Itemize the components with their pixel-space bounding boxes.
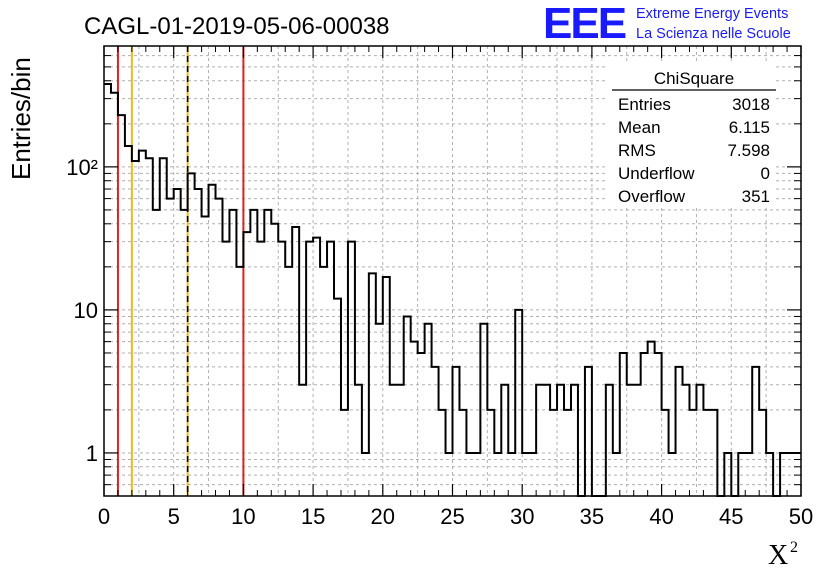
stats-value: 351: [742, 187, 770, 206]
histogram-bin: [676, 367, 683, 496]
histogram-bin: [571, 385, 578, 496]
histogram-bin: [543, 385, 550, 496]
x-tick-label: 45: [719, 504, 743, 529]
histogram-bin: [404, 316, 411, 496]
histogram-bin: [111, 93, 118, 496]
histogram-bin: [188, 173, 195, 496]
vertical-lines: [116, 46, 245, 496]
x-tick-label: 5: [168, 504, 180, 529]
x-tick-label: 20: [371, 504, 395, 529]
stats-box: ChiSquare Entries 3018 Mean 6.115 RMS 7.598 Un…: [606, 62, 776, 208]
histogram-bin: [271, 224, 278, 496]
histogram-bin: [348, 242, 355, 496]
histogram-bin: [299, 385, 306, 496]
eee-logo: EEE Extreme Energy Events La Scienza nel…: [543, 0, 791, 48]
logo-letters: EEE: [543, 0, 626, 48]
histogram-bin: [418, 353, 425, 496]
histogram-bin: [160, 158, 167, 496]
histogram-bin: [285, 267, 292, 496]
histogram-bin: [501, 385, 508, 496]
histogram-bin: [327, 242, 334, 496]
x-tick-label: 25: [440, 504, 464, 529]
histogram-bin: [174, 189, 181, 496]
histogram-bars: [104, 82, 801, 497]
histogram-bin: [306, 242, 313, 496]
histogram-bin: [648, 342, 655, 496]
x-tick-label: 15: [301, 504, 325, 529]
y-axis-label: Entries/bin: [6, 57, 36, 180]
x-tick-label: 10: [231, 504, 255, 529]
histogram-bin: [585, 367, 592, 496]
histogram-bin: [222, 242, 229, 496]
logo-line2: La Scienza nelle Scuole: [636, 26, 791, 42]
histogram-bin: [627, 385, 634, 496]
histogram-bin: [132, 161, 139, 496]
x-axis-label-sup: 2: [790, 539, 798, 556]
stats-value: 3018: [732, 95, 770, 114]
histogram-bin: [397, 385, 404, 496]
histogram-bin: [515, 310, 522, 496]
histogram-bin: [655, 353, 662, 496]
x-tick-label: 30: [510, 504, 534, 529]
y-tick-label: 10: [74, 298, 98, 323]
histogram-bin: [104, 84, 111, 496]
histogram-bin: [118, 115, 125, 496]
stats-label: RMS: [618, 141, 656, 160]
histogram-bin: [432, 367, 439, 496]
histogram-bin: [236, 267, 243, 496]
x-tick-label: 0: [98, 504, 110, 529]
histogram-bin: [536, 385, 543, 496]
histogram-bin: [557, 385, 564, 496]
x-ticks: 0 5 10 15 20 25 30 35 40 45 50: [98, 46, 813, 529]
stats-value: 0: [761, 164, 770, 183]
y-tick-label: 10²: [66, 155, 98, 180]
histogram-bin: [355, 385, 362, 496]
histogram-bin: [696, 385, 703, 496]
chart-title: CAGL-01-2019-05-06-00038: [84, 13, 390, 40]
x-axis-label-base: X: [768, 540, 788, 571]
stats-label: Entries: [618, 95, 671, 114]
stats-title: ChiSquare: [654, 69, 734, 88]
histogram-bin: [634, 385, 641, 496]
histogram-bin: [195, 189, 202, 496]
histogram-bin: [620, 353, 627, 496]
histogram-bin: [257, 242, 264, 496]
histogram-bin: [243, 232, 250, 496]
histogram-bin: [167, 199, 174, 496]
stats-label: Overflow: [618, 187, 686, 206]
x-tick-label: 40: [649, 504, 673, 529]
histogram-bin: [752, 367, 759, 496]
histogram-bin: [209, 185, 216, 496]
histogram-bin: [278, 242, 285, 496]
histogram-bin: [683, 385, 690, 496]
histogram-bin: [453, 367, 460, 496]
histogram-bin: [320, 267, 327, 496]
histogram-bin: [411, 342, 418, 496]
logo-line1: Extreme Energy Events: [636, 6, 788, 22]
x-tick-label: 35: [580, 504, 604, 529]
histogram-bin: [606, 385, 613, 496]
histogram-bin: [216, 199, 223, 496]
stats-value: 7.598: [727, 141, 770, 160]
x-axis-label: X 2: [768, 539, 798, 571]
y-ticks: 1 10 10²: [66, 55, 801, 486]
stats-box-bg: [606, 62, 776, 208]
stats-value: 6.115: [729, 118, 770, 137]
histogram-bin: [641, 353, 648, 496]
histogram-bin: [202, 216, 209, 496]
x-tick-label: 50: [789, 504, 813, 529]
histogram-bin: [146, 158, 153, 496]
stats-label: Mean: [618, 118, 661, 137]
y-tick-label: 1: [86, 441, 98, 466]
histogram-outline: [104, 82, 801, 497]
histogram-bin: [390, 385, 397, 496]
stats-label: Underflow: [618, 164, 695, 183]
